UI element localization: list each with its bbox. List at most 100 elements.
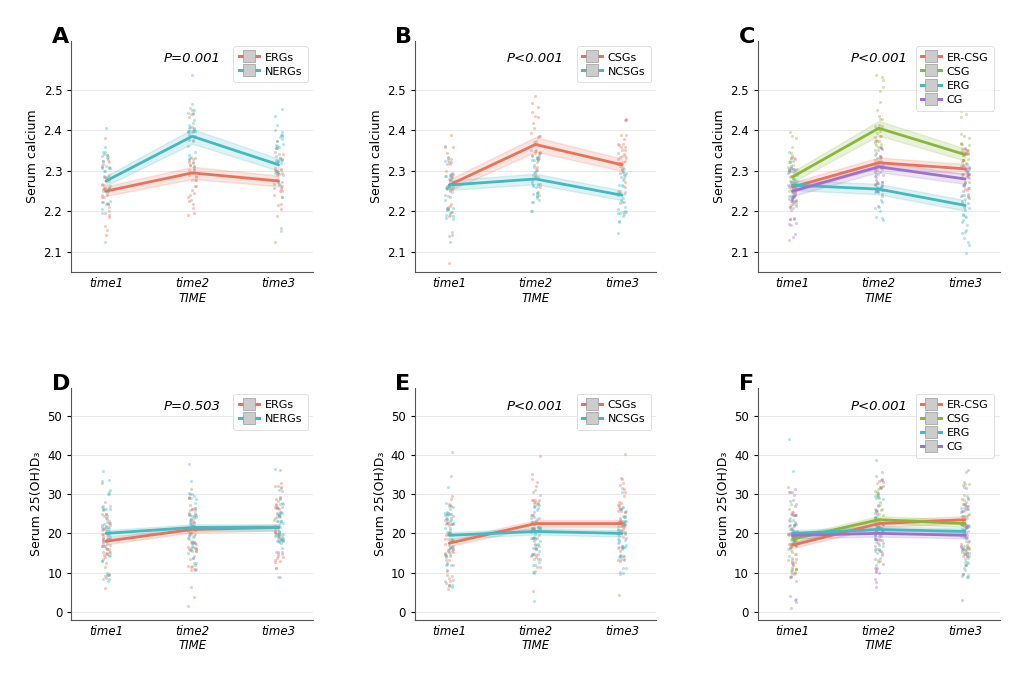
Point (782, 170, 798, 181)
Point (526, 532, 542, 543)
Point (99, 575, 115, 586)
Point (441, 522, 458, 533)
Point (954, 595, 970, 605)
Point (524, 180, 540, 191)
Point (270, 142, 286, 153)
Point (183, 122, 200, 133)
Point (101, 544, 117, 555)
Point (784, 466, 800, 477)
Point (525, 533, 541, 543)
Point (274, 148, 290, 159)
Point (609, 186, 626, 197)
Text: P<0.001: P<0.001 (850, 400, 906, 413)
Point (780, 529, 796, 540)
Point (616, 563, 633, 573)
Point (959, 570, 975, 581)
Point (179, 526, 196, 537)
Point (99, 549, 115, 560)
Point (959, 504, 975, 515)
Point (438, 513, 454, 524)
Point (957, 528, 973, 539)
Point (272, 482, 288, 493)
Point (183, 541, 200, 552)
Point (101, 176, 117, 187)
Point (953, 494, 969, 505)
Point (270, 527, 286, 538)
Point (872, 162, 889, 173)
Point (782, 516, 798, 526)
Point (782, 572, 798, 583)
Point (866, 582, 882, 592)
Point (959, 558, 975, 569)
Point (785, 531, 801, 542)
Point (953, 139, 969, 150)
Point (957, 148, 973, 159)
Point (183, 104, 200, 115)
Point (270, 481, 286, 492)
Point (268, 143, 284, 154)
Point (613, 474, 630, 485)
Point (99, 153, 115, 163)
Point (957, 545, 973, 556)
Point (956, 176, 972, 187)
Point (781, 530, 797, 541)
Point (615, 148, 632, 159)
Point (954, 149, 970, 160)
Point (98, 172, 114, 183)
Point (787, 596, 803, 607)
Point (180, 131, 197, 142)
Point (616, 541, 633, 552)
Point (780, 481, 796, 492)
Point (788, 535, 804, 545)
Point (272, 533, 288, 543)
Point (531, 561, 547, 572)
Point (615, 528, 632, 539)
Point (180, 488, 197, 498)
Point (269, 176, 285, 187)
Point (101, 487, 117, 498)
Point (266, 464, 282, 475)
Point (874, 558, 891, 569)
Point (868, 186, 884, 197)
Point (273, 153, 289, 164)
Point (785, 538, 801, 549)
Point (440, 174, 457, 185)
Point (183, 528, 200, 539)
Point (101, 528, 117, 539)
Point (611, 189, 628, 200)
Point (270, 534, 286, 545)
Point (266, 236, 282, 247)
Point (866, 520, 882, 530)
Point (609, 543, 626, 554)
Point (271, 509, 287, 520)
Point (98, 503, 114, 514)
Point (100, 488, 116, 499)
Point (873, 541, 890, 552)
Point (273, 134, 289, 145)
Point (436, 189, 452, 200)
Point (614, 527, 631, 538)
Point (783, 530, 799, 541)
Point (609, 534, 626, 545)
Point (958, 542, 974, 553)
Point (956, 530, 972, 541)
Point (786, 539, 802, 550)
Point (529, 153, 545, 164)
Point (953, 511, 969, 522)
Point (266, 178, 282, 189)
Point (954, 161, 970, 172)
Point (441, 191, 458, 202)
Point (867, 160, 883, 171)
Point (444, 214, 461, 225)
Point (784, 193, 800, 204)
Point (266, 530, 282, 541)
Point (531, 450, 547, 461)
Point (781, 127, 797, 138)
Point (530, 502, 546, 513)
Point (956, 442, 972, 453)
Point (97, 552, 113, 563)
Point (183, 560, 200, 571)
Point (872, 212, 889, 223)
Point (867, 505, 883, 516)
Point (614, 189, 631, 200)
